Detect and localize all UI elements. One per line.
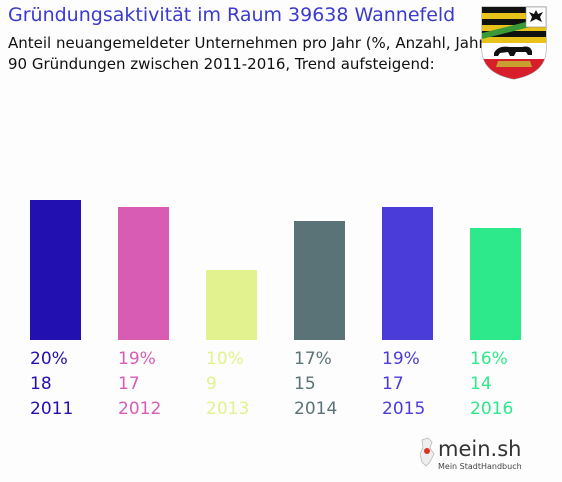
bar-2014	[294, 221, 345, 340]
bar-2016	[470, 228, 521, 340]
bar-2015	[382, 207, 433, 340]
year-label-2011: 2011	[30, 399, 73, 419]
year-label-2016: 2016	[470, 399, 513, 419]
year-label-2013: 2013	[206, 399, 249, 419]
chart-subtitle-line2: 90 Gründungen zwischen 2011-2016, Trend …	[8, 55, 435, 73]
count-label-2016: 14	[470, 374, 492, 394]
percent-label-2016: 16%	[470, 349, 508, 369]
chart-subtitle-line1: Anteil neuangemeldeter Unternehmen pro J…	[8, 34, 491, 52]
bar-2013	[206, 270, 257, 340]
percent-label-2014: 17%	[294, 349, 332, 369]
brand-tagline: Mein StadtHandbuch	[438, 462, 522, 471]
percent-label-2015: 19%	[382, 349, 420, 369]
year-label-2012: 2012	[118, 399, 161, 419]
bar-2011	[30, 200, 81, 340]
bar-2012	[118, 207, 169, 340]
chart-title: Gründungsaktivität im Raum 39638 Wannefe…	[8, 4, 456, 26]
count-label-2012: 17	[118, 374, 140, 394]
year-label-2014: 2014	[294, 399, 337, 419]
count-label-2014: 15	[294, 374, 316, 394]
brand-name[interactable]: mein.sh	[438, 437, 522, 461]
percent-label-2013: 10%	[206, 349, 244, 369]
count-label-2015: 17	[382, 374, 404, 394]
percent-label-2011: 20%	[30, 349, 68, 369]
germany-map-pin-icon	[419, 437, 435, 467]
count-label-2011: 18	[30, 374, 52, 394]
saxony-anhalt-coat-of-arms-icon	[481, 6, 547, 80]
percent-label-2012: 19%	[118, 349, 156, 369]
count-label-2013: 9	[206, 374, 217, 394]
year-label-2015: 2015	[382, 399, 425, 419]
